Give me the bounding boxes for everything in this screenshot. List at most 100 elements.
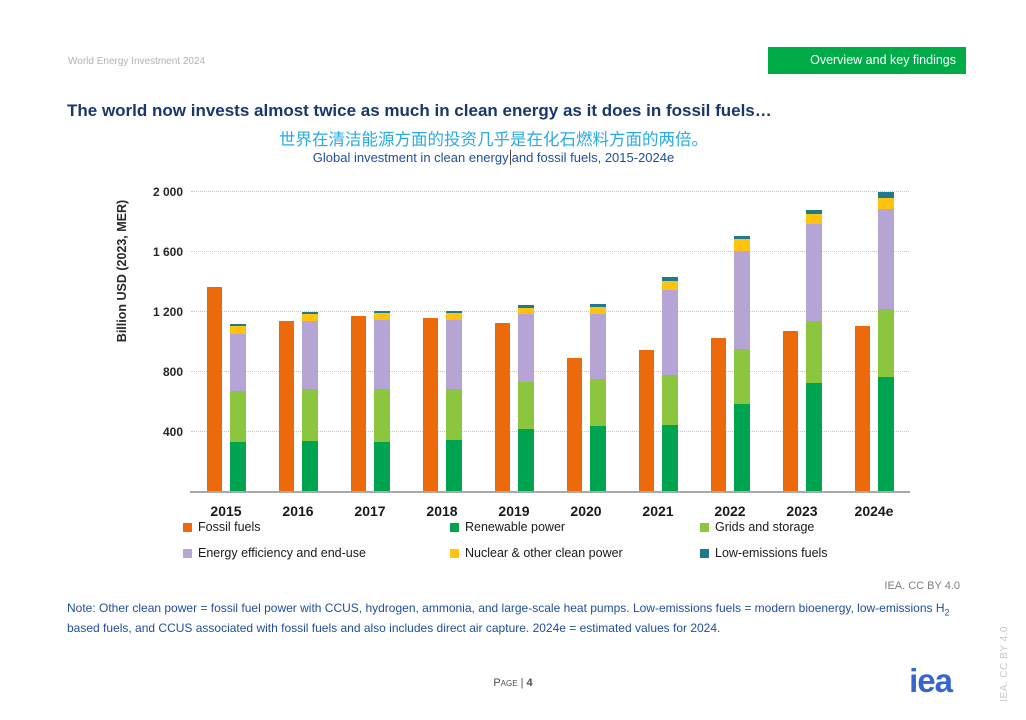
grids-and-storage-segment [517,381,534,429]
y-tick-label: 1 200 [152,305,183,319]
report-title: World Energy Investment 2024 [68,56,206,67]
grids-and-storage-segment [301,389,318,441]
grids-and-storage-segment [661,375,678,426]
nuclear-other-clean-power-segment [805,213,822,225]
clean-energy-bar [589,303,606,492]
legend-label: Grids and storage [715,520,815,534]
low-emissions-fuels-segment [661,276,678,281]
text-cursor-caret [509,150,511,165]
energy-efficiency-and-end-use-segment [229,333,246,391]
y-tick-label: 2 000 [152,185,183,199]
nuclear-other-clean-power-segment [373,312,390,321]
energy-efficiency-and-end-use-segment [661,290,678,375]
fossil-fuels-bar [566,357,582,492]
legend-swatch [450,522,459,532]
renewable-power-segment [877,377,894,492]
slide-title: The world now invests almost twice as mu… [67,101,772,120]
legend-swatch [450,548,459,558]
legend-swatch [183,522,192,532]
renewable-power-segment [229,441,246,492]
nuclear-other-clean-power-segment [877,198,894,210]
energy-efficiency-and-end-use-segment [877,209,894,309]
y-tick-label: 800 [162,365,183,379]
fossil-fuels-bar [638,349,654,492]
clean-energy-bar [517,304,534,492]
energy-efficiency-and-end-use-segment [517,314,534,382]
gridline [191,251,909,252]
chart-title-left: Global investment in clean energy [312,150,509,165]
y-tick-label: 400 [162,425,183,439]
footnote-subscript: 2 [944,607,950,618]
grids-and-storage-segment [589,378,606,426]
iea-logo: iea [909,662,953,699]
fossil-fuels-bar [350,315,366,492]
x-axis-year-label: 2015 [210,503,242,519]
energy-efficiency-and-end-use-segment [301,321,318,390]
renewable-power-segment [733,404,750,492]
slide-subtitle-chinese: 世界在清洁能源方面的投资几乎是在化石燃料方面的两倍。 [279,131,708,149]
energy-efficiency-and-end-use-segment [805,224,822,321]
y-tick-label: 1 600 [152,245,183,259]
nuclear-other-clean-power-segment [661,280,678,291]
grids-and-storage-segment [229,390,246,442]
gridline [191,311,909,312]
gridline [191,371,909,372]
year-group: 2018 [406,185,478,519]
x-axis-year-label: 2024e [854,503,894,519]
x-axis-year-label: 2016 [282,503,314,519]
section-banner: Overview and key findings [768,47,966,74]
year-group: 2022 [694,185,766,519]
legend-label: Fossil fuels [198,520,261,534]
grids-and-storage-segment [877,309,894,378]
x-axis-year-label: 2017 [354,503,386,519]
legend-item: Fossil fuels [183,520,450,534]
legend-item: Energy efficiency and end-use [183,546,450,560]
clean-energy-bar [445,311,462,492]
low-emissions-fuels-segment [589,303,606,308]
bar-groups: 2015 2016 2017 2018 2019 2020 2021 2022 2023 2024… [190,185,910,519]
nuclear-other-clean-power-segment [301,313,318,321]
year-group: 2017 [334,185,406,519]
page-number: Page | 4 [0,677,1026,689]
grids-and-storage-segment [805,321,822,384]
nuclear-other-clean-power-segment [517,307,534,315]
year-group: 2023 [766,185,838,519]
x-axis-line [190,491,910,493]
nuclear-other-clean-power-segment [589,307,606,315]
low-emissions-fuels-segment [301,312,318,314]
clean-energy-bar [661,276,678,492]
clean-energy-bar [733,236,750,492]
clean-energy-bar [301,312,318,492]
legend-item: Low-emissions fuels [700,546,913,560]
energy-efficiency-and-end-use-segment [373,320,390,389]
x-axis-year-label: 2020 [570,503,602,519]
renewable-power-segment [805,383,822,492]
low-emissions-fuels-segment [445,311,462,313]
y-axis-title: Billion USD (2023, MER) [115,199,129,343]
chart-legend: Fossil fuels Renewable power Grids and sto… [183,520,913,560]
renewable-power-segment [517,429,534,492]
energy-efficiency-and-end-use-segment [445,319,462,390]
plot-area: 400 800 1 200 1 600 2 000 2015 2016 2017 2018 201… [153,185,910,519]
legend-label: Renewable power [465,520,566,534]
grids-and-storage-segment [445,389,462,441]
grids-and-storage-segment [373,388,390,442]
footnote-text-continued: based fuels, and CCUS associated with fo… [67,621,721,636]
legend-label: Energy efficiency and end-use [198,546,366,560]
license-text-vertical: IEA. CC BY 4.0 [999,626,1010,702]
x-axis-year-label: 2023 [786,503,818,519]
legend-swatch [700,522,709,532]
renewable-power-segment [301,441,318,492]
fossil-fuels-bar [206,286,222,492]
clean-energy-bar [877,192,894,492]
fossil-fuels-bar [422,318,438,492]
year-group: 2021 [622,185,694,519]
chart-title[interactable]: Global investment in clean energy and fo… [67,150,920,165]
footnote: Note: Other clean power = fossil fuel po… [67,600,964,636]
low-emissions-fuels-segment [229,324,246,326]
renewable-power-segment [445,440,462,492]
year-group: 2016 [262,185,334,519]
legend-item: Nuclear & other clean power [450,546,700,560]
fossil-fuels-bar [494,323,510,492]
year-group: 2020 [550,185,622,519]
